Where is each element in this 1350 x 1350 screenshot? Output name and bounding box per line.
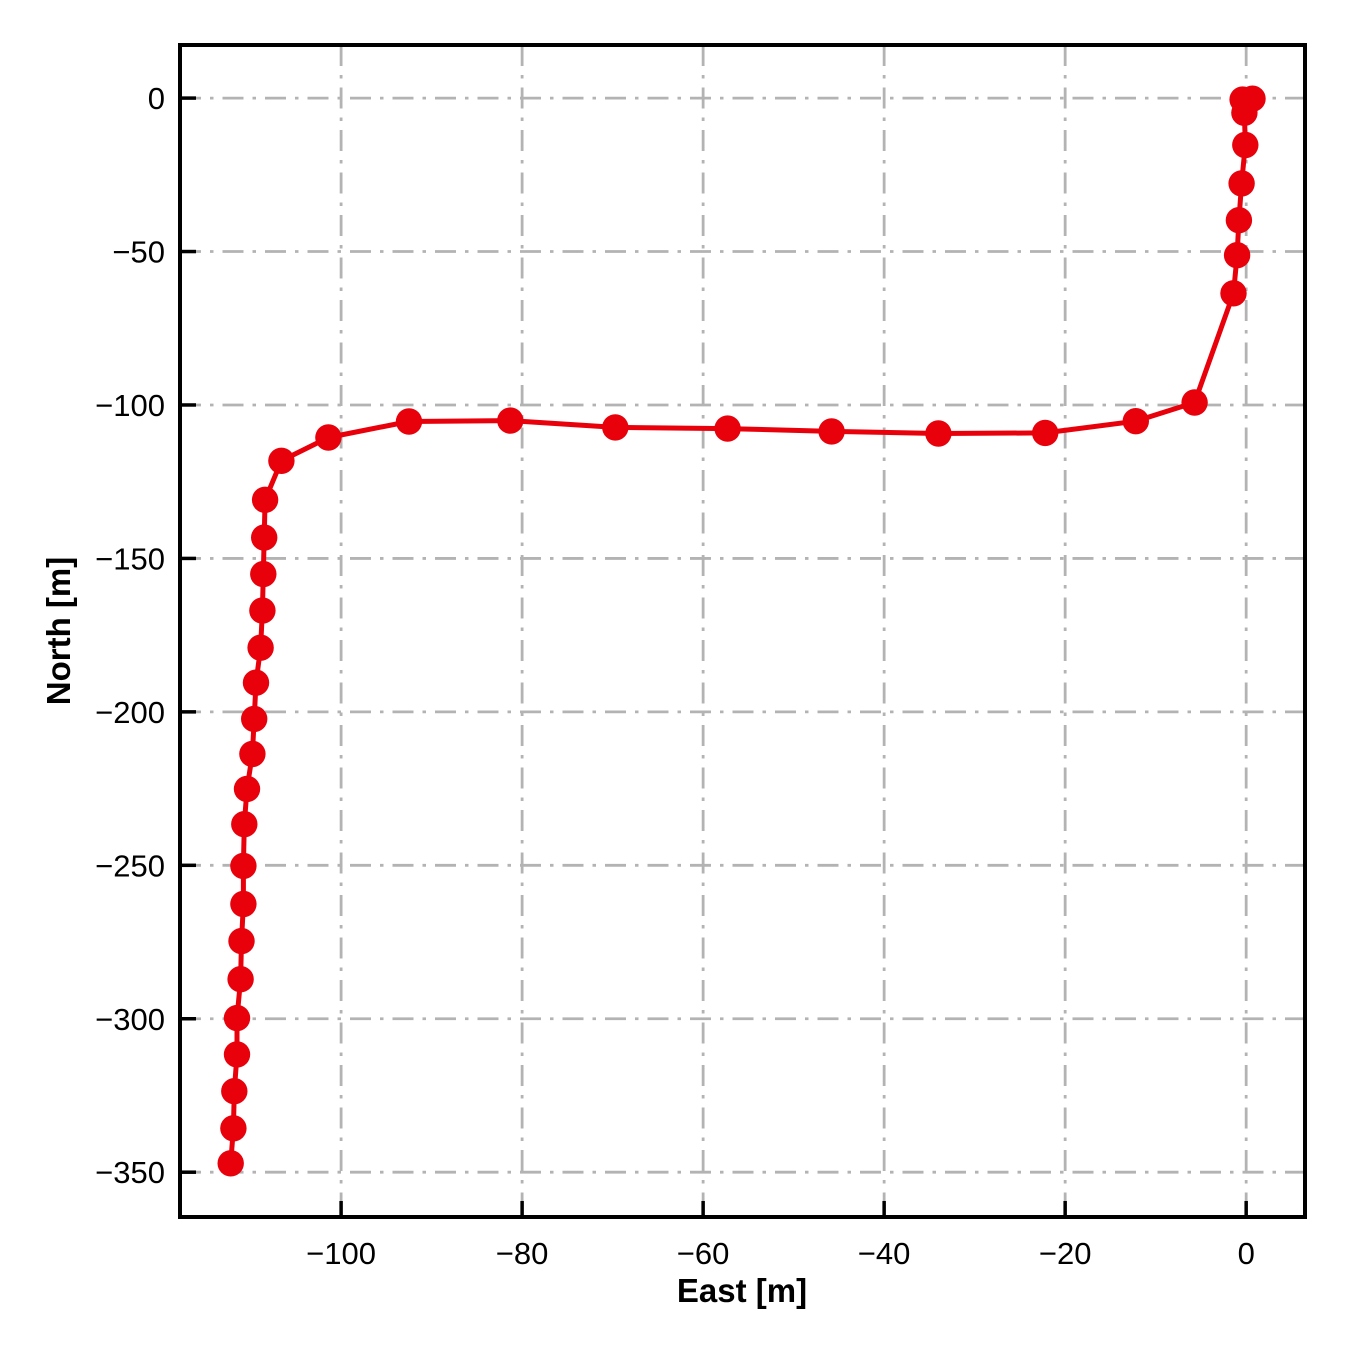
y-tick-label: −250 [95,848,165,883]
data-point-marker [1223,242,1251,269]
data-point-marker [217,1150,244,1177]
x-tick-label: −40 [858,1236,911,1271]
data-point-marker [250,560,277,588]
data-point-marker [247,634,274,661]
data-point-marker [1232,131,1259,159]
y-tick-label: −300 [95,1002,165,1037]
y-tick-label: −350 [95,1155,165,1190]
x-tick-label: −60 [677,1236,730,1271]
data-point-marker [230,890,257,918]
data-point-marker [228,927,255,955]
axis-ticks [180,96,1248,1217]
y-tick-label: −200 [95,695,165,730]
gridlines [180,45,1305,1217]
data-point-marker [818,418,845,445]
y-tick-label: −100 [95,388,165,423]
x-tick-label: −20 [1039,1236,1092,1271]
data-point-marker [714,415,741,442]
data-point-marker [1220,280,1247,307]
x-tick-label: 0 [1238,1236,1255,1271]
data-point-marker [231,811,258,838]
data-point-marker [230,852,257,880]
x-tick-label: −80 [496,1236,549,1271]
y-tick-label: −50 [112,235,165,270]
data-point-marker [1225,207,1253,234]
data-point-marker [1181,389,1208,416]
data-point-marker [1122,408,1150,435]
data-point-marker [1228,170,1255,197]
trajectory-line [228,96,1255,1166]
data-point-marker [497,407,524,434]
x-tick-label: −100 [306,1236,376,1271]
plot-frame [178,43,1307,1219]
x-axis-label: East [m] [677,1272,807,1309]
y-tick-label: 0 [148,81,165,116]
data-point-marker [249,597,276,624]
trajectory-series [217,85,1266,1177]
data-point-marker [220,1115,247,1142]
data-point-marker [1231,99,1258,127]
data-point-marker [1032,419,1059,447]
tick-labels: −100 −80 −60 −40 −20 00−50−100−150−200−250−30… [95,81,1255,1271]
data-point-marker [233,775,261,803]
data-point-marker [251,486,279,513]
plot-frame-border [178,43,1307,1219]
data-point-marker [241,705,268,733]
data-point-marker [315,424,342,451]
data-point-marker [251,524,278,551]
data-point-marker [223,1004,251,1032]
data-point-marker [221,1078,248,1105]
y-axis-label: North [m] [40,557,77,705]
data-point-marker [925,420,952,447]
y-tick-label: −150 [95,541,165,576]
data-point-marker [395,408,423,435]
data-point-marker [242,669,270,696]
data-point-marker [268,447,295,474]
data-point-marker [239,740,266,768]
data-point-marker [223,1041,251,1068]
data-point-marker [227,966,254,993]
data-point-marker [602,414,629,441]
